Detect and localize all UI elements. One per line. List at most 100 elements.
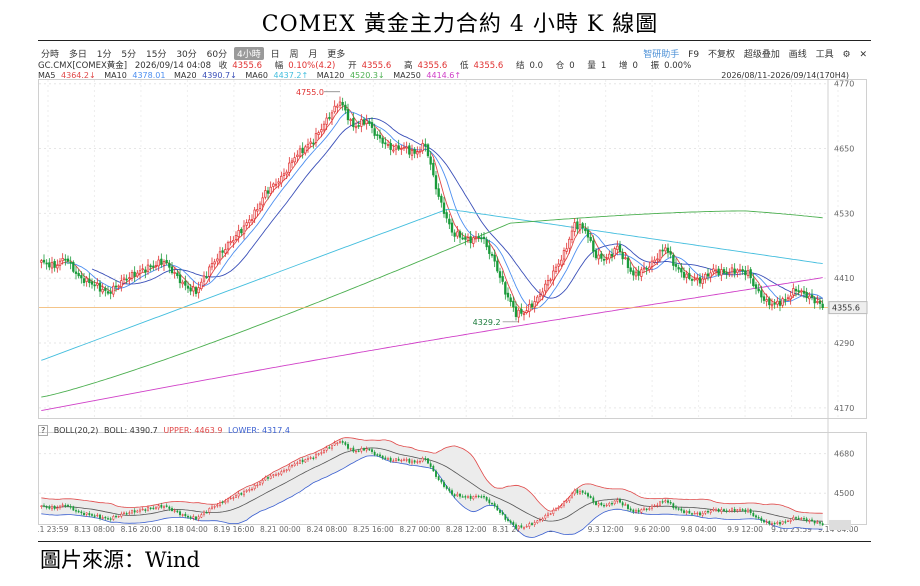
boll-candle-body	[776, 522, 779, 524]
high-label: 高	[404, 61, 413, 71]
period-tab-week[interactable]: 周	[289, 50, 299, 60]
boll-candle-body	[504, 514, 507, 520]
candle-body	[541, 291, 544, 297]
candle-body	[744, 270, 747, 276]
period-tab-month[interactable]: 月	[308, 50, 318, 60]
candle-body	[474, 236, 478, 239]
candle-body	[381, 137, 384, 144]
price-panel-frame	[38, 79, 867, 419]
boll-candle-body	[779, 522, 781, 525]
boll-candle-body	[355, 450, 357, 453]
candle-body	[80, 275, 83, 279]
candle-body	[685, 273, 688, 278]
boll-candle-body	[432, 465, 435, 472]
boll-candle-body	[115, 515, 117, 518]
boll-candle-body	[117, 515, 120, 518]
boll-candle-body	[315, 453, 317, 458]
boll-candle-body	[141, 508, 144, 511]
smart-assistant-button[interactable]: 智研助手	[643, 50, 680, 60]
candle-body	[464, 237, 467, 240]
candle-body	[805, 292, 808, 299]
boll-label: BOLL(20,2)	[53, 426, 99, 435]
boll-tick-label: 4500	[834, 489, 854, 498]
candle-body	[648, 266, 651, 270]
candle-body	[442, 202, 446, 214]
candle-body	[408, 145, 411, 155]
period-tab-60min[interactable]: 60分	[206, 50, 228, 60]
candle-body	[170, 266, 174, 274]
period-tab-more[interactable]: 更多	[327, 50, 346, 60]
candle-body	[458, 231, 462, 238]
period-tab-4hour[interactable]: 4小時	[233, 47, 264, 60]
candle-body	[602, 258, 606, 261]
no-adjust-button[interactable]: 不复权	[707, 50, 735, 60]
candle-body	[584, 228, 587, 232]
candle-body	[728, 272, 731, 275]
time-tick-label: 8.13 08:00	[74, 525, 115, 534]
settings-icon[interactable]: ⚙	[842, 50, 851, 60]
boll-candle-body	[299, 460, 301, 464]
candle-body	[784, 299, 787, 301]
boll-candle-body	[165, 505, 168, 507]
period-tab-day[interactable]: 日	[270, 50, 280, 60]
candle-body	[610, 254, 614, 257]
candle-body	[298, 148, 302, 157]
boll-candle-body	[760, 517, 763, 521]
candle-body	[773, 302, 776, 305]
boll-candle-body	[368, 448, 371, 451]
boll-candle-body	[696, 512, 699, 515]
ma20-line	[91, 117, 823, 299]
boll-candle-body	[653, 505, 656, 507]
candle-body	[616, 245, 619, 250]
candle-body	[453, 232, 456, 237]
candle-body	[816, 300, 819, 303]
boll-candle-body	[547, 513, 549, 517]
boll-candle-body	[749, 509, 752, 514]
boll-candle-body	[408, 458, 411, 463]
candle-body	[93, 284, 96, 287]
overlay-button[interactable]: 超级叠加	[743, 50, 780, 60]
candle-body	[517, 309, 520, 318]
ma120-label: MA120	[316, 71, 345, 80]
boll-candle-body	[797, 517, 800, 520]
boll-candle-body	[549, 513, 552, 515]
candle-body	[786, 297, 790, 300]
candle-body	[40, 260, 43, 263]
price-tick-label: 4170	[834, 404, 854, 413]
close-icon[interactable]: ✕	[859, 50, 867, 60]
time-tick-label: 9.10 23:59	[771, 525, 812, 534]
ma5-label: MA5	[38, 71, 56, 80]
help-icon[interactable]: ?	[38, 425, 49, 436]
period-tab-intraday[interactable]: 分時	[41, 50, 60, 60]
candle-body	[208, 266, 211, 277]
candle-body	[522, 313, 526, 316]
f9-button[interactable]: F9	[688, 50, 700, 60]
period-tab-5min[interactable]: 5分	[121, 50, 137, 60]
boll-candle-body	[157, 505, 160, 509]
period-tab-1min[interactable]: 1分	[96, 50, 112, 60]
candle-body	[160, 258, 163, 265]
boll-candle-body	[320, 452, 323, 454]
candle-body	[506, 292, 510, 298]
candle-body	[722, 269, 726, 274]
time-tick-label: 8.24 08:00	[306, 525, 347, 534]
boll-candle-body	[109, 518, 112, 520]
candle-body	[669, 251, 672, 255]
candle-body	[389, 143, 392, 150]
candle-body	[101, 288, 104, 293]
draw-line-button[interactable]: 画线	[788, 50, 807, 60]
boll-candle-body	[733, 508, 736, 512]
period-tab-15min[interactable]: 15分	[146, 50, 167, 60]
boll-candle-body	[296, 462, 299, 464]
boll-candle-body	[525, 525, 528, 528]
period-tab-multiday[interactable]: 多日	[68, 50, 87, 60]
candle-body	[125, 278, 128, 281]
boll-candle-body	[128, 512, 131, 514]
boll-candle-body	[77, 510, 80, 513]
period-tab-30min[interactable]: 30分	[176, 50, 197, 60]
candle-body	[120, 280, 123, 287]
tools-button[interactable]: 工具	[815, 50, 834, 60]
candle-body	[565, 248, 568, 252]
time-tick-label: 8.21 00:00	[260, 525, 301, 534]
candle-body	[314, 133, 318, 143]
